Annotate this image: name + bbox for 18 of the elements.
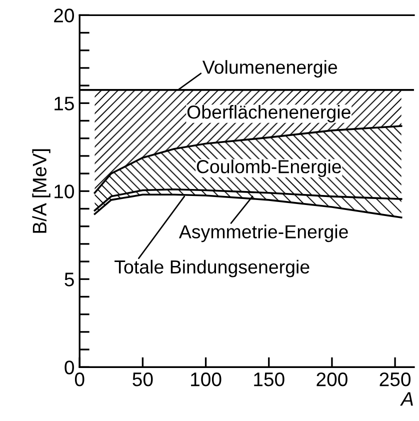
y-tick-label: 20: [54, 8, 74, 22]
annotation: Asymmetrie-Energie: [178, 224, 348, 242]
y-tick-label: 0: [64, 360, 74, 374]
y-tick-label: 10: [54, 184, 74, 198]
x-axis-title: A: [400, 392, 413, 406]
y-tick-label: 5: [64, 272, 74, 286]
annotation: Volumenenergie: [202, 60, 338, 78]
annotation: Totale Bindungsenergie: [114, 260, 310, 278]
y-axis-title: B/A [MeV]: [32, 149, 50, 233]
y-tick-label: 15: [54, 96, 74, 110]
x-tick-label: 100: [191, 372, 222, 386]
annotation: Oberflächenenergie: [187, 104, 350, 122]
x-tick-label: 150: [254, 372, 284, 386]
x-tick-label: 200: [316, 372, 348, 386]
x-tick-label: 0: [74, 372, 84, 386]
x-tick-label: 50: [132, 372, 153, 386]
annotation: Coulomb-Energie: [196, 160, 341, 177]
x-tick-label: 250: [380, 372, 411, 386]
